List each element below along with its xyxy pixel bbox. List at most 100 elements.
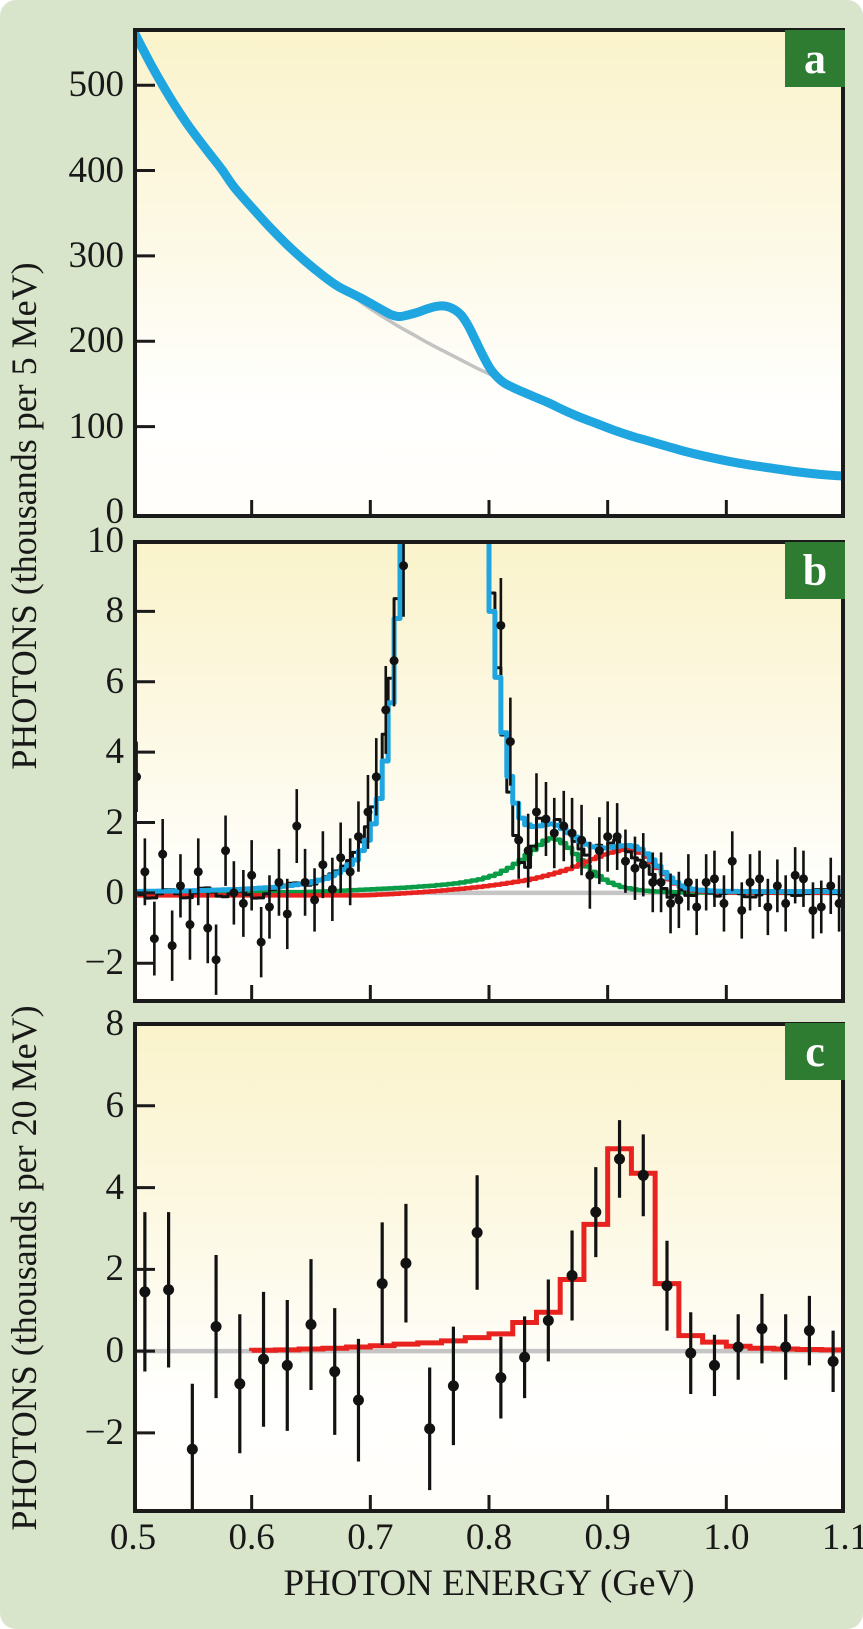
data-point xyxy=(247,870,257,880)
data-point xyxy=(590,1206,602,1218)
data-point xyxy=(756,1323,768,1335)
data-point xyxy=(371,772,381,782)
data-point xyxy=(329,1366,341,1378)
data-point xyxy=(798,874,808,884)
panel-b-ticks xyxy=(137,609,728,999)
data-point xyxy=(523,846,533,856)
data-point xyxy=(674,895,684,905)
data-point xyxy=(648,877,658,887)
data-point xyxy=(577,835,587,845)
data-point xyxy=(310,895,320,905)
data-point xyxy=(221,846,231,856)
y-tick-label: 0 xyxy=(105,1330,125,1372)
y-tick-label: 8 xyxy=(105,590,125,632)
data-point xyxy=(193,867,203,877)
data-point xyxy=(274,877,284,887)
data-point xyxy=(780,1341,792,1353)
data-point xyxy=(763,902,773,912)
y-tick-label: 200 xyxy=(68,320,125,362)
data-point xyxy=(685,1347,697,1359)
data-point xyxy=(336,853,346,863)
panel-a-plot xyxy=(133,28,845,518)
data-point xyxy=(158,849,168,859)
data-point xyxy=(541,814,551,824)
panel-a-tag: a xyxy=(785,30,845,87)
data-point xyxy=(732,1341,744,1353)
y-tick-label: −2 xyxy=(84,942,124,984)
data-point xyxy=(300,877,310,887)
data-point xyxy=(318,860,328,870)
total-fit-curve xyxy=(135,542,843,894)
data-point xyxy=(399,561,409,571)
y-tick-label: 6 xyxy=(105,660,125,702)
data-point xyxy=(737,905,747,915)
y-tick-label: 2 xyxy=(105,801,125,843)
data-point xyxy=(567,828,577,838)
data-point xyxy=(709,874,719,884)
data-point xyxy=(140,867,150,877)
data-point xyxy=(139,1286,151,1298)
data-point xyxy=(400,1257,412,1269)
data-point xyxy=(505,737,515,747)
x-axis-title: PHOTON ENERGY (GeV) xyxy=(283,1563,695,1604)
data-point xyxy=(638,860,648,870)
data-point xyxy=(549,828,559,838)
x-tick-label: 0.5 xyxy=(109,1517,157,1558)
y-tick-label: 0 xyxy=(105,491,125,533)
data-point xyxy=(745,877,755,887)
data-point xyxy=(185,920,195,930)
y-tick-label: 8 xyxy=(105,1003,125,1045)
data-point xyxy=(381,705,391,715)
data-point xyxy=(826,881,836,891)
data-point xyxy=(719,898,729,908)
data-point xyxy=(210,1321,222,1333)
data-point xyxy=(566,1269,578,1281)
data-point xyxy=(353,832,363,842)
data-point xyxy=(281,1359,293,1371)
data-point xyxy=(661,1280,673,1292)
x-tick-label: 1.0 xyxy=(703,1517,750,1558)
data-point xyxy=(234,1378,246,1390)
data-point xyxy=(345,867,355,877)
panel-a-ticks xyxy=(137,83,728,514)
fitted-photon-spectrum-curve xyxy=(135,30,843,481)
data-point xyxy=(149,934,159,944)
panel-c-plot xyxy=(133,1022,845,1513)
y-tick-label: −2 xyxy=(84,1411,124,1453)
y-tick-label: 6 xyxy=(105,1084,125,1126)
data-point xyxy=(203,923,213,933)
data-point xyxy=(175,881,185,891)
data-point xyxy=(585,870,595,880)
panel-b-plot xyxy=(133,540,845,1003)
x-tick-label: 0.9 xyxy=(584,1517,631,1558)
y-tick-label: 400 xyxy=(68,149,125,191)
data-point xyxy=(352,1394,364,1406)
data-point xyxy=(803,1325,815,1337)
data-point xyxy=(447,1380,459,1392)
data-point xyxy=(471,1227,483,1239)
data-point xyxy=(496,620,506,630)
panel-c-tag: c xyxy=(785,1023,845,1080)
panel-a-content xyxy=(135,30,843,481)
data-point xyxy=(376,1278,388,1290)
x-tick-label: 1.1 xyxy=(821,1517,863,1558)
data-point xyxy=(666,898,676,908)
x-tick-label: 0.6 xyxy=(228,1517,275,1558)
data-point xyxy=(282,909,292,919)
data-point xyxy=(834,898,843,908)
x-tick-label: 0.8 xyxy=(465,1517,513,1558)
data-point xyxy=(514,835,524,845)
y-tick-label: 500 xyxy=(68,64,125,106)
data-point xyxy=(211,955,221,965)
data-point xyxy=(594,846,604,856)
panel-c-background xyxy=(135,1024,843,1511)
data-point xyxy=(238,898,248,908)
data-point xyxy=(727,856,737,866)
data-point xyxy=(656,877,666,887)
y-tick-label: 10 xyxy=(87,520,124,562)
panel-c-ticks xyxy=(137,1104,728,1509)
data-point xyxy=(827,1355,839,1367)
data-point xyxy=(692,902,702,912)
data-point xyxy=(292,821,302,831)
